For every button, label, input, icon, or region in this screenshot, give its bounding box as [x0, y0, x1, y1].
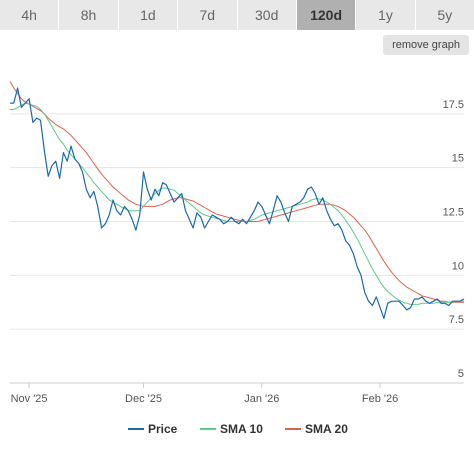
tab-30d[interactable]: 30d [237, 0, 297, 30]
x-tick-label: Feb '26 [362, 393, 398, 405]
y-tick-label: 17.5 [443, 99, 464, 111]
series-line-sma-20 [9, 81, 464, 303]
series-line-sma-10 [10, 102, 464, 305]
x-tick-label: Dec '25 [125, 393, 162, 405]
tab-1d[interactable]: 1d [118, 0, 179, 30]
legend-label-sma-10: SMA 10 [220, 422, 263, 436]
tab-7d[interactable]: 7d [178, 0, 238, 30]
tab-120d[interactable]: 120d [296, 0, 357, 30]
y-tick-label: 5 [458, 368, 464, 380]
tab-8h[interactable]: 8h [59, 0, 119, 30]
tab-1y[interactable]: 1y [356, 0, 416, 30]
remove-graph-button[interactable]: remove graph [383, 35, 469, 55]
x-tick-label: Jan '26 [244, 393, 279, 405]
series-line-price [10, 87, 465, 319]
timeframe-tabs: 4h 8h 1d 7d 30d 120d 1y 5y [0, 0, 474, 30]
legend-label-price: Price [148, 422, 178, 436]
y-tick-label: 12.5 [443, 207, 464, 219]
tab-4h[interactable]: 4h [0, 0, 60, 30]
y-tick-label: 10 [452, 260, 464, 272]
y-tick-label: 15 [452, 153, 464, 165]
y-tick-label: 7.5 [449, 314, 464, 326]
tab-5y[interactable]: 5y [415, 0, 474, 30]
legend-label-sma-20: SMA 20 [305, 422, 348, 436]
x-tick-label: Nov '25 [11, 393, 48, 405]
